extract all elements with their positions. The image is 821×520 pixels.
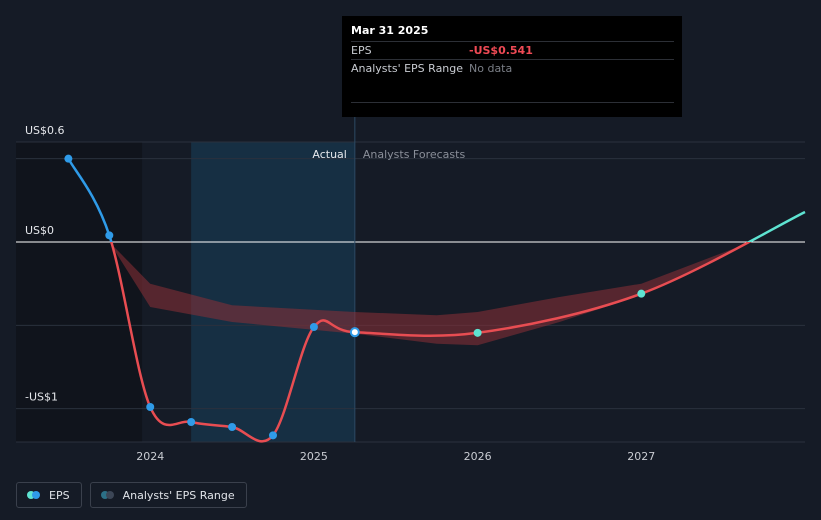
eps-actual-point bbox=[64, 154, 73, 163]
eps-actual-point bbox=[187, 418, 196, 426]
eps-actual-point bbox=[268, 431, 277, 440]
actual-period-shade bbox=[191, 142, 355, 442]
tooltip-range-row: Analysts' EPS Range No data bbox=[351, 59, 674, 77]
eps-line-negative bbox=[110, 242, 752, 443]
x-tick-label: 2027 bbox=[627, 450, 655, 463]
eps-line-past-positive bbox=[67, 158, 113, 242]
eps-actual-point bbox=[228, 423, 237, 431]
chart-legend: EPS Analysts' EPS Range bbox=[16, 482, 247, 508]
tooltip-range-label: Analysts' EPS Range bbox=[351, 62, 464, 75]
legend-eps-label: EPS bbox=[49, 488, 70, 502]
y-tick-label: US$0.6 bbox=[25, 124, 65, 137]
x-tick-label: 2024 bbox=[136, 450, 164, 463]
legend-range-label: Analysts' EPS Range bbox=[122, 488, 235, 502]
tooltip-eps-value: -US$0.541 bbox=[469, 44, 533, 57]
tooltip-divider bbox=[351, 102, 674, 103]
eps-forecast-point bbox=[637, 289, 646, 298]
y-tick-label: US$0 bbox=[25, 224, 54, 237]
eps-actual-point bbox=[309, 323, 318, 331]
x-tick-label: 2026 bbox=[464, 450, 492, 463]
range-legend-icon bbox=[100, 491, 115, 499]
forecast-region-label: Analysts Forecasts bbox=[363, 148, 466, 161]
tooltip-eps-label: EPS bbox=[351, 44, 372, 57]
hover-tooltip: Mar 31 2025 EPS -US$0.541 Analysts' EPS … bbox=[342, 16, 682, 117]
x-tick-label: 2025 bbox=[300, 450, 328, 463]
eps-actual-point bbox=[146, 403, 155, 411]
past-shade bbox=[16, 142, 143, 442]
eps-forecast-point bbox=[473, 328, 482, 337]
tooltip-eps-row: EPS -US$0.541 bbox=[351, 41, 674, 59]
eps-actual-point bbox=[349, 327, 360, 338]
eps-legend-icon bbox=[27, 491, 41, 499]
actual-region-label: Actual bbox=[312, 148, 346, 161]
tooltip-range-value: No data bbox=[469, 62, 513, 75]
legend-item-eps[interactable]: EPS bbox=[16, 482, 82, 508]
y-tick-label: -US$1 bbox=[25, 391, 58, 404]
eps-actual-point bbox=[105, 231, 114, 240]
tooltip-date: Mar 31 2025 bbox=[351, 24, 429, 37]
legend-item-range[interactable]: Analysts' EPS Range bbox=[89, 482, 247, 508]
analyst-eps-range-band bbox=[109, 242, 752, 346]
